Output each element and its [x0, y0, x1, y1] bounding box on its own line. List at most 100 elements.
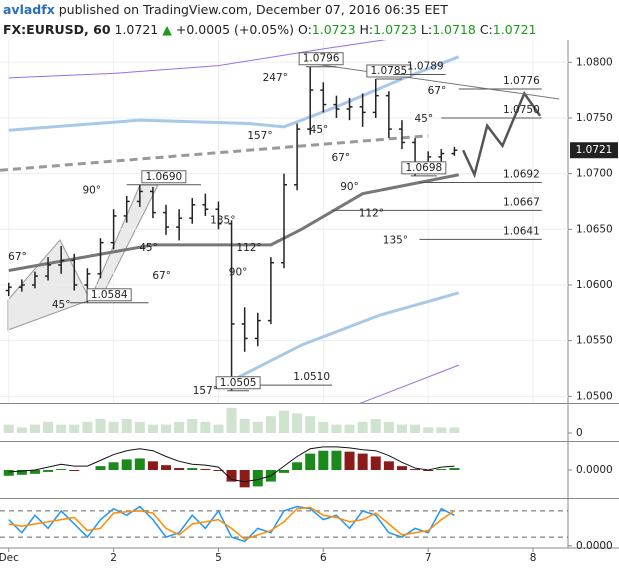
- volume-bar: [187, 419, 198, 433]
- pane: 1.0796 1.0785 1.0789 1.0776 1.0750 1.0692 1.06…: [0, 40, 568, 403]
- volume-bar: [134, 421, 145, 433]
- angle-label: 67°: [428, 85, 447, 97]
- histogram-bar: [121, 459, 132, 470]
- y-tick-label: 1.0500: [576, 390, 613, 402]
- header: avladfx published on TradingView.com, De…: [3, 0, 537, 40]
- c-label: C:: [479, 22, 493, 37]
- histogram-bar: [305, 453, 316, 470]
- volume-bar: [29, 424, 40, 433]
- angle-label: 67°: [152, 270, 171, 282]
- histogram-bar: [279, 470, 289, 473]
- histogram-bar: [331, 450, 342, 470]
- level-box: [401, 161, 447, 175]
- histogram-bar: [265, 470, 276, 482]
- y-tick-label: 1.0600: [576, 279, 613, 291]
- channel-drawing: [89, 184, 159, 301]
- volume-bar: [357, 421, 368, 433]
- volume-bar: [147, 424, 158, 433]
- open: 1.0723: [311, 22, 356, 37]
- level-label: 1.0698: [405, 162, 442, 174]
- arrow: ▲: [162, 22, 172, 37]
- volume-bar: [449, 427, 460, 433]
- o-label: O:: [297, 22, 312, 37]
- histogram-bar: [108, 462, 119, 470]
- histogram-bar: [147, 461, 158, 470]
- macd-line: [8, 446, 455, 483]
- volume-bar: [200, 421, 211, 433]
- pane: [3, 407, 460, 433]
- volume-bar: [423, 427, 434, 433]
- angle-label: 157°: [247, 130, 272, 142]
- volume-bar: [370, 419, 381, 433]
- angle-label: 90°: [229, 267, 248, 279]
- pane: [3, 446, 460, 488]
- x-tick-label: 8: [530, 552, 537, 564]
- header-line-2: FX:EURUSD, 60 1.0721 ▲ +0.0005 (+0.05%) …: [3, 20, 537, 40]
- volume-bar: [226, 407, 237, 433]
- volume-bar: [16, 427, 27, 433]
- volume-bar: [410, 424, 421, 433]
- histogram-bar: [16, 470, 27, 475]
- overlay-line: [0, 134, 429, 172]
- close: 1.0721: [492, 22, 537, 37]
- level-label: 1.0505: [220, 377, 257, 389]
- level-label: 1.0692: [503, 169, 540, 181]
- histogram-bar: [213, 470, 224, 471]
- x-tick-label: 7: [425, 552, 432, 564]
- volume-bar: [279, 410, 289, 433]
- level-label: 1.0776: [503, 75, 540, 87]
- overlay-line: [462, 90, 542, 179]
- histogram-bar: [3, 470, 14, 476]
- histogram-bar: [95, 466, 106, 470]
- low: 1.0718: [432, 22, 476, 37]
- level-label: 1.0789: [407, 61, 444, 73]
- stochastic-line: [8, 505, 455, 543]
- h-label: H:: [359, 22, 374, 37]
- level-label: 1.0750: [503, 104, 540, 116]
- volume-bar: [95, 419, 106, 433]
- histogram-bar: [410, 469, 421, 470]
- level-label: 1.0584: [91, 289, 128, 301]
- histogram-bar: [318, 450, 329, 470]
- histogram-bar: [134, 458, 145, 470]
- y-tick-label: 1.0550: [576, 335, 613, 347]
- histogram-bar: [69, 470, 80, 471]
- y-tick-label: 1.0700: [576, 168, 613, 180]
- y-tick-label: 0.0000: [576, 540, 613, 552]
- overlay-line: [230, 291, 460, 383]
- histogram-bar: [370, 456, 381, 470]
- histogram-bar: [344, 451, 355, 470]
- volume-bar: [161, 424, 172, 433]
- histogram-bar: [200, 469, 211, 470]
- angle-label: 135°: [383, 234, 408, 246]
- x-tick-label: Dec: [0, 552, 19, 564]
- author[interactable]: avladfx: [3, 2, 55, 17]
- symbol: FX:EURUSD, 60: [3, 22, 111, 37]
- histogram-bar: [174, 468, 185, 470]
- histogram-bar: [43, 470, 54, 472]
- histogram-bar: [423, 470, 434, 471]
- l-label: L:: [420, 22, 433, 37]
- volume-bar: [344, 424, 355, 433]
- level-label: 1.0690: [145, 171, 182, 183]
- level-label: 1.0785: [370, 65, 407, 77]
- x-tick-label: 5: [215, 552, 222, 564]
- volume-bar: [174, 421, 185, 433]
- change: +0.0005 (+0.05%): [175, 22, 294, 37]
- volume-bar: [436, 427, 447, 433]
- histogram-bar: [292, 462, 303, 470]
- volume-bar: [121, 419, 132, 433]
- level-box: [86, 288, 132, 302]
- level-box: [298, 52, 344, 66]
- volume-bar: [396, 424, 407, 433]
- x-tick-label: 6: [320, 552, 327, 564]
- y-tick-label: 0.0000: [576, 464, 613, 476]
- volume-bar: [3, 424, 14, 433]
- volume-bar: [318, 421, 329, 433]
- channel-drawing: [7, 239, 91, 331]
- volume-bar: [82, 421, 93, 433]
- y-tick-label: 1.0650: [576, 223, 613, 235]
- angle-label: 67°: [331, 152, 350, 164]
